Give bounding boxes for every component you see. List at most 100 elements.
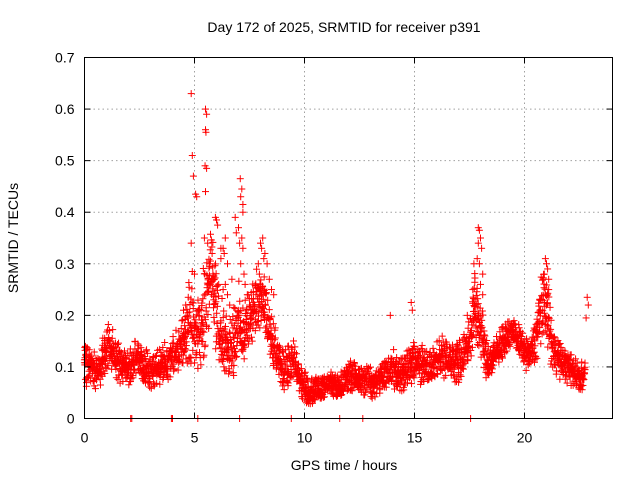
chart-title: Day 172 of 2025, SRMTID for receiver p39…: [207, 19, 480, 35]
data-point: [132, 369, 140, 377]
data-point: [187, 239, 195, 247]
data-point: [129, 374, 137, 382]
data-point: [169, 333, 177, 341]
data-points: [80, 90, 592, 422]
data-point: [191, 359, 199, 367]
data-point: [104, 361, 112, 369]
data-point: [131, 366, 139, 374]
grid-layer: [84, 57, 613, 419]
data-point: [258, 244, 266, 252]
data-point: [134, 340, 142, 348]
data-point: [543, 260, 550, 268]
data-point: [188, 285, 196, 293]
data-point: [108, 334, 116, 342]
data-point: [189, 172, 197, 180]
data-point: [478, 244, 486, 252]
y-axis-label: SRMTID / TECUs: [5, 183, 21, 293]
data-point: [583, 293, 591, 301]
data-point: [479, 291, 487, 299]
data-point: [162, 370, 170, 378]
data-point: [182, 342, 190, 350]
data-point: [178, 317, 186, 325]
data-point: [202, 105, 209, 113]
data-point: [204, 239, 212, 247]
data-point: [241, 280, 249, 288]
data-point: [85, 346, 93, 354]
data-point: [236, 175, 244, 183]
data-point: [238, 185, 246, 193]
data-point: [181, 333, 189, 341]
data-point: [105, 327, 113, 335]
data-point: [170, 365, 178, 373]
data-point: [187, 354, 195, 362]
data-point: [467, 352, 475, 360]
data-point: [203, 110, 211, 118]
y-tick-label: 0.5: [55, 153, 75, 169]
data-point: [169, 360, 177, 368]
data-point: [289, 337, 297, 345]
x-tick-label: 5: [191, 430, 199, 446]
y-tick-label: 0.2: [55, 307, 75, 323]
data-point: [260, 255, 268, 263]
y-tick-label: 0.1: [55, 359, 75, 375]
data-point: [390, 346, 398, 354]
data-point: [181, 345, 189, 353]
data-point: [94, 354, 102, 362]
data-point: [149, 372, 157, 380]
data-point: [91, 385, 99, 393]
data-point: [239, 200, 247, 208]
data-point: [438, 332, 446, 340]
data-point: [280, 386, 288, 394]
data-point: [220, 249, 228, 257]
data-point: [240, 270, 248, 278]
data-point: [144, 349, 152, 357]
data-point: [170, 339, 178, 347]
data-point: [185, 319, 193, 327]
data-point: [174, 352, 182, 360]
data-point: [146, 378, 154, 386]
data-point: [470, 260, 478, 268]
data-point: [578, 358, 586, 366]
data-point: [96, 365, 104, 373]
data-point: [584, 301, 592, 309]
data-point: [153, 379, 161, 387]
data-point: [143, 346, 151, 354]
data-point: [235, 277, 243, 285]
data-point: [157, 369, 165, 377]
data-point: [121, 354, 129, 362]
data-point: [237, 260, 245, 268]
data-point: [208, 249, 216, 257]
data-point: [253, 317, 261, 325]
y-tick-label: 0.4: [55, 204, 75, 220]
data-point: [115, 339, 123, 347]
data-point: [109, 326, 117, 334]
y-tick-label: 0.3: [55, 256, 75, 272]
data-point: [186, 308, 194, 316]
data-point: [103, 364, 111, 372]
data-point: [386, 311, 394, 319]
data-point: [82, 382, 90, 390]
data-point: [210, 304, 218, 312]
data-point: [407, 298, 415, 306]
x-tick-label: 15: [407, 430, 423, 446]
data-point: [224, 260, 231, 268]
data-point: [92, 376, 100, 384]
data-point: [187, 295, 195, 303]
data-point: [224, 291, 231, 299]
data-point: [156, 380, 164, 388]
data-point: [479, 270, 487, 278]
data-point: [104, 321, 112, 329]
data-point: [217, 255, 225, 263]
x-axis-label: GPS time / hours: [291, 457, 398, 473]
data-point: [159, 343, 167, 351]
data-point: [239, 208, 247, 216]
data-point: [174, 344, 182, 352]
data-point: [114, 340, 122, 348]
data-point: [125, 381, 133, 389]
data-point: [114, 375, 122, 383]
data-point: [261, 249, 269, 257]
data-point: [257, 276, 265, 284]
data-point: [138, 351, 146, 359]
